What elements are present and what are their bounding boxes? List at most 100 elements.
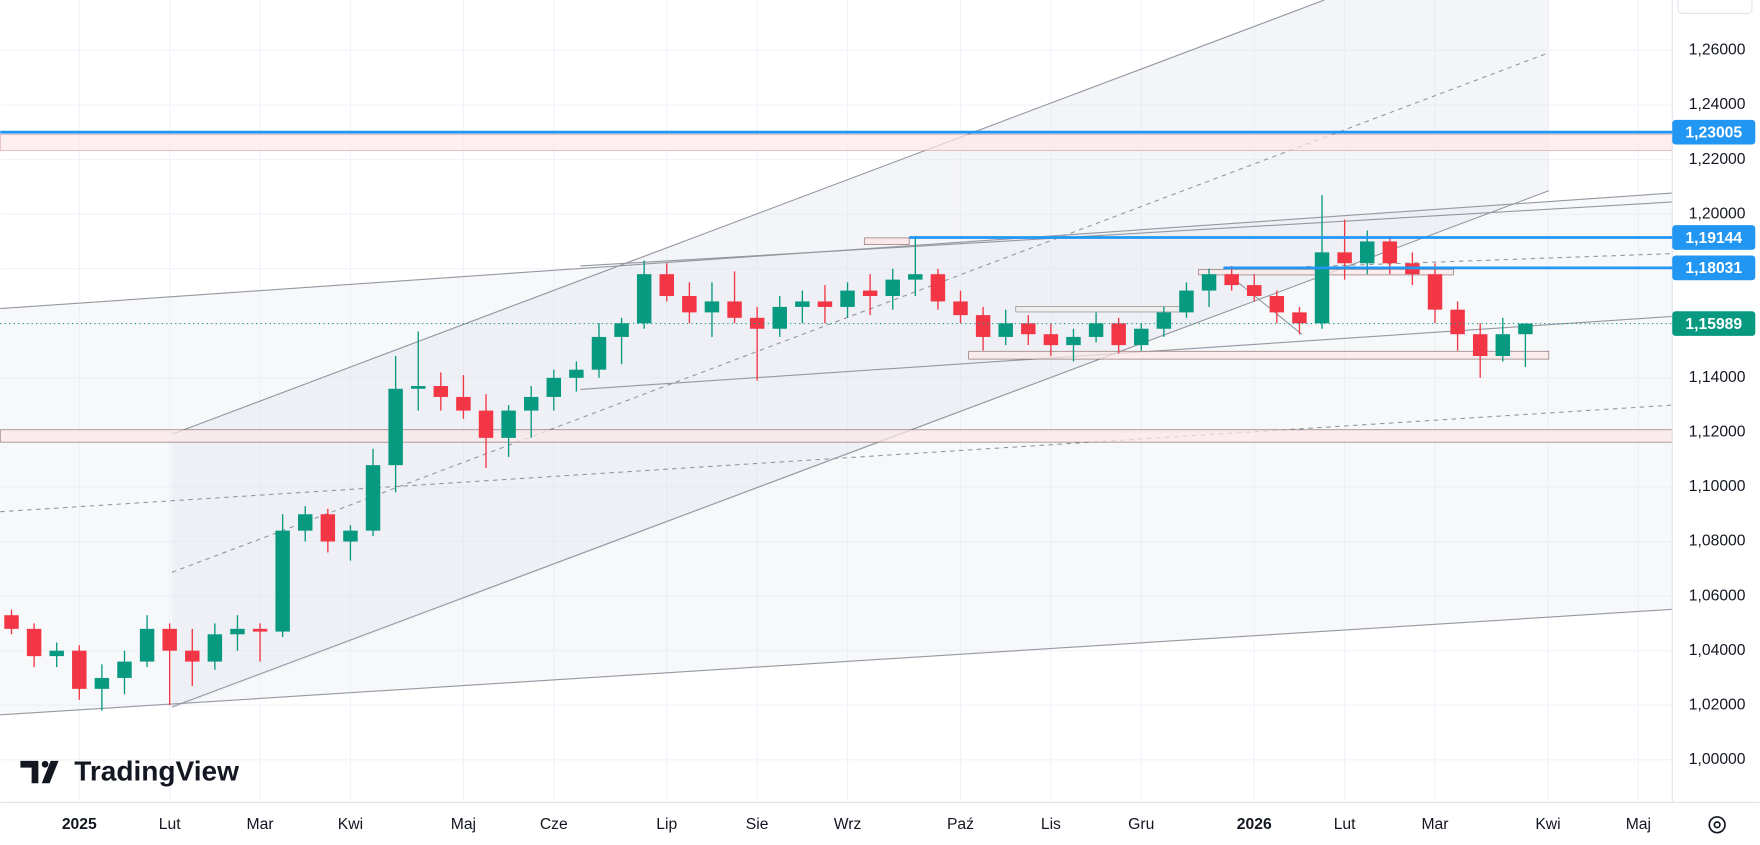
candle-body (1224, 274, 1239, 286)
y-tick-label: 1,26000 (1689, 42, 1746, 59)
candle-body (523, 396, 539, 411)
x-tick-label: 2025 (62, 816, 97, 833)
candle-body (456, 396, 471, 411)
candle-body (26, 628, 42, 657)
candle-body (1021, 323, 1036, 335)
candle-body (4, 615, 19, 629)
y-tick-label: 1,12000 (1689, 424, 1746, 441)
candle-body (569, 369, 584, 378)
candle-body (1337, 252, 1352, 264)
candle-body (388, 388, 403, 466)
candle-body (343, 530, 358, 542)
x-tick-label: Mar (247, 816, 274, 833)
x-tick-label: Paź (947, 816, 974, 833)
candle-body (478, 410, 494, 438)
candle-body (320, 514, 336, 542)
candle-body (772, 306, 787, 329)
candle-body (117, 661, 132, 678)
price-label: 1,18031 (1685, 260, 1742, 277)
candle-body (704, 301, 720, 313)
candle-body (1472, 334, 1488, 357)
candle-body (1382, 241, 1398, 264)
candle-body (139, 628, 155, 662)
candle-body (162, 628, 177, 651)
candle-body (975, 315, 991, 337)
candle-body (591, 336, 607, 370)
candle-body (682, 296, 697, 313)
candle-body (1450, 309, 1465, 335)
candle-body (1156, 312, 1172, 329)
candle-body (1066, 336, 1081, 346)
channel-fill (171, 0, 1549, 710)
y-tick-label: 1,04000 (1689, 642, 1746, 659)
candle-body (185, 650, 200, 662)
zone (0, 134, 1673, 151)
trend-mid (0, 404, 1673, 513)
logo: TradingView (20, 756, 239, 787)
candle-body (252, 628, 268, 632)
candle-body (1088, 323, 1104, 337)
y-tick-label: 1,10000 (1689, 478, 1746, 495)
candle-body (998, 323, 1013, 337)
settings-icon[interactable] (1708, 816, 1726, 834)
x-tick-label: Lis (1041, 816, 1061, 833)
settings-gear[interactable] (1713, 821, 1721, 829)
y-tick-label: 1,02000 (1689, 696, 1746, 713)
candle-body (72, 650, 87, 689)
logo-icon (41, 760, 49, 768)
candle-body (1179, 290, 1194, 313)
y-tick-label: 1,24000 (1689, 96, 1746, 113)
candle-body (862, 290, 878, 297)
scale-button[interactable] (1677, 0, 1753, 15)
candle-body (1201, 274, 1217, 291)
candle-body (1134, 328, 1149, 346)
candle-body (885, 279, 900, 297)
trend-line (171, 0, 1325, 435)
candle-body (1292, 312, 1307, 324)
x-tick-label: Lip (656, 816, 677, 833)
x-tick-label: Maj (1626, 816, 1651, 833)
candle-body (795, 301, 810, 307)
candle-body (1269, 296, 1285, 313)
candle-body (501, 410, 516, 438)
candle-body (433, 386, 449, 397)
candle-body (365, 465, 381, 531)
candle-body (614, 323, 629, 337)
candle-body (94, 677, 110, 689)
x-tick-label: Gru (1128, 816, 1154, 833)
x-tick-label: Cze (540, 816, 568, 833)
candle-body (1043, 334, 1059, 346)
price-label-bg (1672, 119, 1756, 145)
x-tick-label: Kwi (1535, 816, 1560, 833)
candle-body (908, 274, 923, 280)
candle-body (275, 530, 290, 632)
trend-line (1228, 274, 1303, 335)
candle-body (230, 628, 245, 635)
settings-gear[interactable] (1708, 816, 1726, 834)
candle-body (1359, 241, 1375, 264)
candle-body (817, 301, 833, 307)
x-tick-label: Lut (1334, 816, 1356, 833)
zone (1015, 306, 1185, 313)
candle-body (659, 274, 675, 297)
logo-icon (20, 760, 59, 784)
trend-line (580, 201, 1673, 267)
candle-body (727, 301, 742, 318)
drawings (0, 0, 1673, 716)
zone (863, 237, 910, 245)
candle-body (930, 274, 946, 302)
y-tick-label: 1,20000 (1689, 205, 1746, 222)
candle-body (1518, 323, 1533, 335)
zone (968, 350, 1550, 360)
candle-body (953, 301, 968, 316)
price-label: 1,23005 (1685, 124, 1742, 141)
trend-mid (171, 52, 1550, 573)
x-tick-label: Kwi (338, 816, 363, 833)
candle-body (1495, 334, 1511, 357)
trend-line (0, 608, 1673, 716)
price-label-bg (1672, 225, 1756, 250)
price-label: 1,15989 (1685, 316, 1742, 333)
candle-body (636, 274, 652, 324)
x-tick-label: Wrz (834, 816, 862, 833)
